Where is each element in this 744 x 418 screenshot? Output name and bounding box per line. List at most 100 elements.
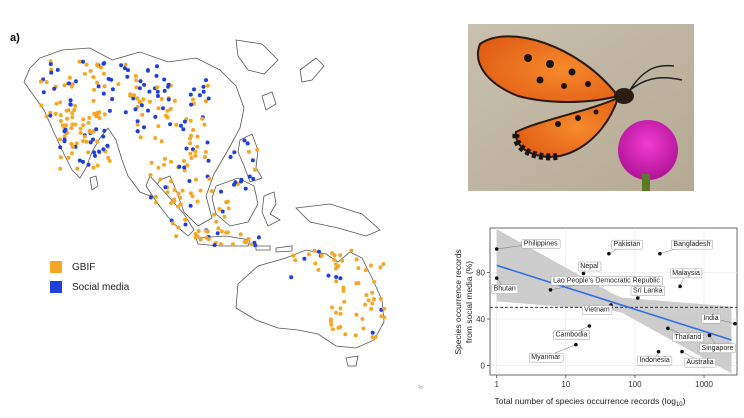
occurrence-dot: [154, 73, 159, 78]
occurrence-dot: [84, 139, 89, 144]
corner-mark: ≈: [418, 382, 423, 392]
occurrence-dot: [94, 127, 99, 132]
occurrence-dot: [219, 242, 223, 247]
occurrence-dot: [242, 239, 247, 244]
occurrence-dot: [341, 289, 346, 293]
occurrence-dot: [238, 232, 243, 237]
occurrence-dot: [326, 273, 331, 278]
occurrence-dot: [217, 207, 222, 212]
occurrence-dot: [381, 262, 386, 267]
point-label-box: [699, 343, 736, 354]
occurrence-dot: [195, 199, 200, 204]
occurrence-dot: [197, 93, 202, 98]
point-label: Singapore: [702, 345, 734, 352]
occurrence-dot: [125, 74, 130, 79]
occurrence-dot: [192, 87, 196, 92]
point-label: Pakistan: [613, 241, 640, 248]
occurrence-dot: [168, 106, 173, 111]
occurrence-dot: [128, 93, 133, 98]
occurrence-dot: [168, 122, 173, 127]
occurrence-dot: [58, 100, 63, 105]
occurrence-dot: [194, 177, 198, 182]
occurrence-dot: [135, 119, 140, 124]
occurrence-dot: [81, 139, 85, 143]
occurrence-dot: [251, 176, 256, 181]
occurrence-dot: [202, 155, 207, 159]
point-label: Indonesia: [639, 357, 669, 364]
occurrence-dot: [81, 159, 85, 164]
occurrence-dot: [65, 116, 70, 121]
occurrence-dot: [246, 149, 251, 154]
occurrence-dot: [62, 83, 67, 88]
occurrence-dot: [138, 135, 143, 140]
occurrence-dot: [187, 179, 192, 183]
occurrence-dot: [91, 137, 95, 142]
occurrence-dot: [247, 174, 252, 179]
occurrence-dot: [252, 240, 257, 245]
point-label: Bhutan: [494, 286, 516, 293]
occurrence-dot: [86, 150, 91, 155]
occurrence-dot: [204, 78, 208, 83]
occurrence-dot: [336, 325, 341, 330]
occurrence-dot: [72, 108, 77, 112]
occurrence-dot: [123, 62, 128, 67]
occurrence-dot: [174, 234, 179, 239]
point-label-box: [672, 332, 704, 343]
occurrence-dot: [176, 204, 181, 209]
occurrence-dot: [174, 122, 179, 127]
occurrence-dot: [203, 99, 208, 104]
occurrence-dot: [58, 166, 63, 171]
occurrence-dot: [341, 285, 346, 290]
occurrence-dot: [159, 97, 164, 101]
occurrence-dot: [148, 99, 152, 104]
occurrence-dot: [334, 310, 338, 315]
occurrence-dot: [110, 87, 115, 92]
point-label: Australia: [686, 359, 713, 366]
occurrence-dot: [291, 253, 296, 258]
occurrence-dot: [328, 319, 333, 324]
occurrence-dot: [82, 71, 87, 76]
occurrence-dot: [195, 134, 200, 139]
occurrence-dot: [101, 91, 106, 96]
occurrence-dot: [184, 146, 189, 151]
occurrence-dot: [361, 326, 366, 331]
occurrence-dot: [330, 305, 334, 310]
occurrence-dot: [77, 158, 82, 163]
occurrence-dot: [155, 85, 160, 90]
occurrence-dot: [203, 150, 208, 154]
occurrence-dot: [250, 158, 255, 163]
occurrence-dot: [95, 80, 100, 85]
occurrence-dot: [70, 82, 75, 87]
occurrence-dot: [190, 194, 195, 199]
occurrence-dot: [78, 131, 83, 135]
occurrence-dot: [233, 180, 238, 185]
point-label: Thailand: [674, 334, 701, 341]
occurrence-dot: [215, 231, 220, 236]
occurrence-dot: [92, 87, 96, 92]
occurrence-dot: [105, 143, 110, 148]
occurrence-dot: [156, 124, 161, 129]
occurrence-dot: [135, 129, 140, 134]
point-label: Vietnam: [584, 307, 610, 314]
occurrence-dot: [369, 306, 374, 311]
occurrence-dot: [95, 62, 100, 67]
occurrence-dot: [119, 63, 124, 68]
occurrence-dot: [249, 242, 254, 247]
occurrence-dot: [180, 188, 185, 193]
occurrence-dot: [183, 222, 188, 227]
point-label: Cambodia: [556, 332, 588, 339]
occurrence-dot: [101, 147, 106, 152]
occurrence-dot: [206, 158, 211, 163]
point-label: Bangladesh: [673, 241, 710, 248]
occurrence-dot: [182, 119, 187, 124]
occurrence-dot: [58, 119, 63, 123]
point-label-box: [671, 239, 713, 250]
occurrence-dot: [131, 96, 136, 101]
occurrence-dot: [360, 317, 365, 321]
occurrence-dot: [58, 137, 62, 142]
occurrence-dot: [137, 86, 142, 91]
occurrence-dot: [48, 62, 53, 67]
occurrence-dot: [172, 98, 177, 103]
occurrence-dot: [70, 115, 75, 120]
occurrence-dot: [91, 165, 96, 170]
